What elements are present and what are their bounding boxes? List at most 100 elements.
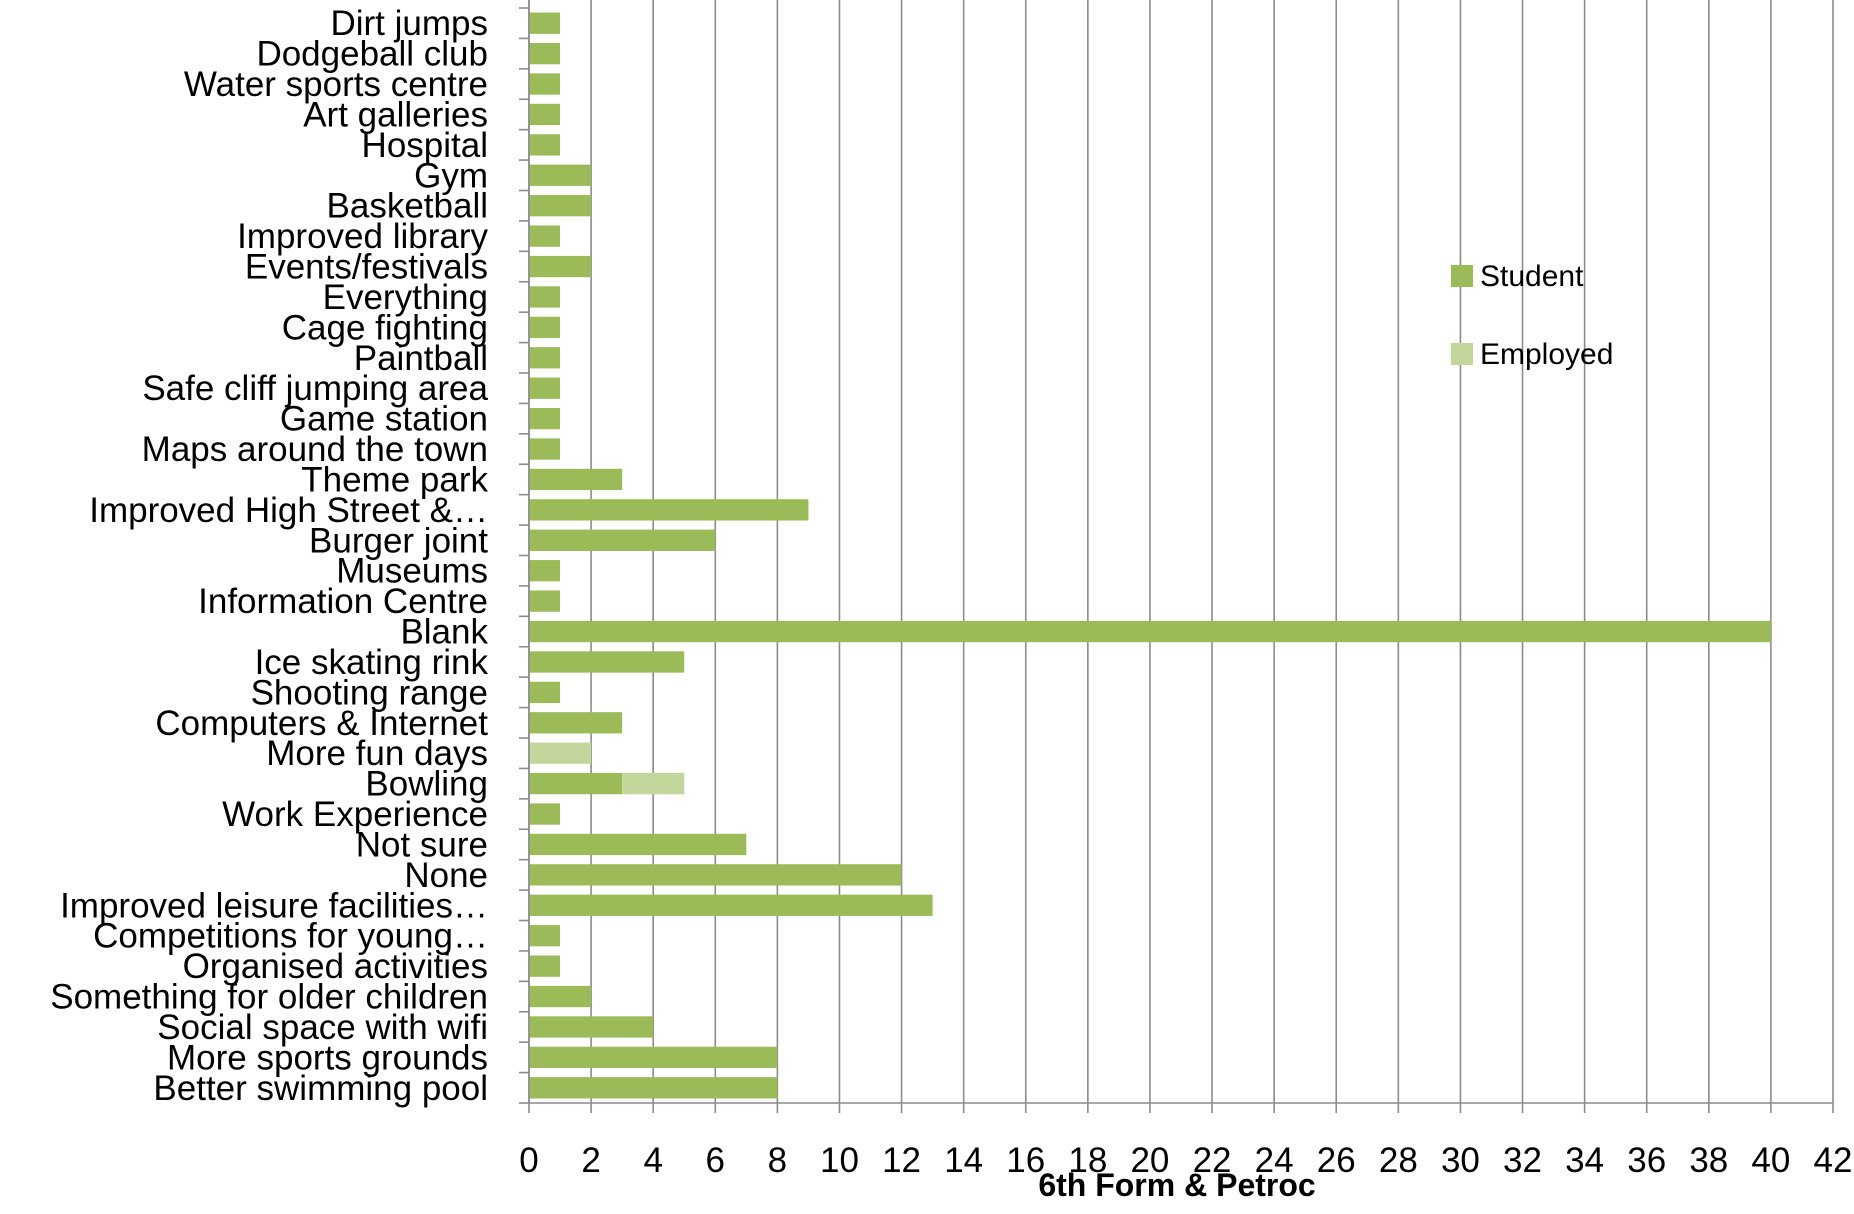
x-tick-label: 40	[1751, 1141, 1790, 1180]
category-label: Not sure	[356, 825, 488, 864]
bar-student	[529, 347, 561, 369]
x-tick-label: 12	[882, 1141, 921, 1180]
x-tick-label: 16	[1006, 1141, 1045, 1180]
x-tick-label: 6	[706, 1141, 725, 1180]
category-label: Maps around the town	[142, 430, 488, 469]
category-label: Competitions for young…	[93, 917, 488, 956]
bar-student	[529, 1077, 778, 1099]
bar-student	[529, 833, 747, 856]
bar-student	[529, 195, 592, 217]
x-tick-label: 10	[820, 1141, 859, 1180]
bar-student	[529, 255, 592, 278]
bar-student	[529, 1016, 654, 1038]
category-label: Dirt jumps	[330, 4, 488, 43]
bar-student	[529, 225, 561, 247]
category-label: Water sports centre	[184, 65, 488, 104]
bar-student	[529, 499, 809, 521]
bar-student	[529, 407, 561, 430]
legend-swatch-student	[1451, 265, 1473, 287]
category-label: Information Centre	[198, 582, 488, 621]
category-label: More sports grounds	[167, 1038, 488, 1077]
category-label: Work Experience	[222, 795, 488, 834]
category-label: Better swimming pool	[153, 1069, 488, 1108]
bar-student	[529, 712, 623, 734]
x-tick-label: 4	[643, 1141, 662, 1180]
bar-employed	[622, 772, 685, 795]
legend: Student Employed	[1451, 260, 1613, 371]
grid-layer	[528, 0, 1834, 1103]
bar-student	[529, 803, 561, 825]
category-label: Organised activities	[183, 947, 488, 986]
category-label: Museums	[336, 552, 488, 591]
x-tick-label: 26	[1317, 1141, 1356, 1180]
bar-student	[529, 12, 561, 34]
category-label: Theme park	[301, 460, 488, 499]
x-tick-label: 2	[581, 1141, 600, 1180]
category-label: Burger joint	[309, 521, 488, 560]
category-label: None	[404, 856, 488, 895]
bar-student	[529, 651, 685, 673]
category-label: Improved High Street &…	[89, 491, 488, 530]
category-label: Computers & Internet	[155, 704, 488, 743]
category-label: Shooting range	[251, 673, 488, 712]
bar-layer	[529, 12, 1771, 1099]
legend-label-student: Student	[1480, 260, 1584, 293]
bar-student	[529, 590, 561, 612]
x-axis-title: 6th Form & Petroc	[1038, 1167, 1315, 1203]
x-tick-label: 32	[1503, 1141, 1542, 1180]
bar-student	[529, 1046, 778, 1069]
category-label: Game station	[280, 400, 488, 439]
bar-student	[529, 681, 561, 704]
bar-student	[529, 377, 561, 399]
category-label: Bowling	[365, 765, 488, 804]
bar-student	[529, 772, 623, 795]
x-tick-label: 14	[944, 1141, 983, 1180]
axis-layer	[519, 0, 1834, 1113]
category-label: Cage fighting	[282, 308, 488, 347]
category-label: Events/festivals	[245, 248, 488, 287]
bar-student	[529, 985, 592, 1008]
category-label: Safe cliff jumping area	[142, 369, 488, 408]
x-tick-label: 38	[1689, 1141, 1728, 1180]
category-label: Basketball	[327, 187, 488, 226]
legend-swatch-employed	[1451, 343, 1473, 365]
bar-student	[529, 560, 561, 582]
bar-student	[529, 286, 561, 308]
x-tick-label: 22	[1193, 1141, 1232, 1180]
bar-student	[529, 316, 561, 339]
category-label: Dodgeball club	[256, 35, 488, 74]
bar-student	[529, 134, 561, 156]
category-label: Art galleries	[303, 95, 488, 134]
category-label: Gym	[414, 156, 488, 195]
bar-student	[529, 438, 561, 460]
bar-student	[529, 103, 561, 126]
x-tick-label: 24	[1255, 1141, 1294, 1180]
bar-student	[529, 73, 561, 95]
bar-student	[529, 529, 716, 551]
category-label: Improved leisure facilities…	[60, 886, 488, 925]
category-label: Blank	[400, 613, 488, 652]
x-tick-label: 30	[1441, 1141, 1480, 1180]
x-tick-label: 8	[768, 1141, 787, 1180]
bar-student	[529, 468, 623, 491]
bar-student	[529, 864, 902, 886]
x-tick-label: 18	[1068, 1141, 1107, 1180]
bar-student	[529, 164, 592, 186]
x-tick-label: 0	[519, 1141, 538, 1180]
legend-label-employed: Employed	[1480, 338, 1613, 371]
category-label: Everything	[323, 278, 488, 317]
x-tick-label: 28	[1379, 1141, 1418, 1180]
label-layer: 0 2 4 6 8 10 12 14 16 18 20 22 24 26 28 30 32 34 36 38 40 42D…	[50, 4, 1852, 1180]
bar-student	[529, 894, 933, 916]
x-tick-label: 42	[1814, 1141, 1853, 1180]
category-label: Improved library	[237, 217, 488, 256]
bar-student	[529, 925, 561, 947]
category-label: Social space with wifi	[157, 1008, 488, 1047]
bar-employed	[529, 742, 592, 764]
bar-student	[529, 42, 561, 65]
category-label: Ice skating rink	[255, 643, 489, 682]
x-tick-label: 36	[1627, 1141, 1666, 1180]
category-label: Hospital	[362, 126, 488, 165]
